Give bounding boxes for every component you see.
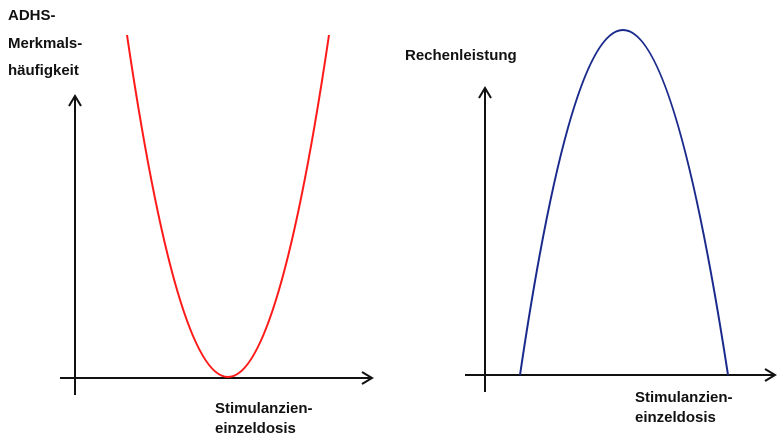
curve xyxy=(519,29,729,376)
y-label: Rechenleistung xyxy=(405,47,517,64)
x-label: einzeldosis xyxy=(215,420,296,435)
y-label: ADHS- xyxy=(8,7,56,24)
y-arrow xyxy=(68,94,82,107)
x-label: Stimulanzien- xyxy=(215,400,313,417)
right-panel: Rechenleistung Stimulanzien- einzeldosis xyxy=(405,29,777,426)
x-label: Stimulanzien- xyxy=(635,389,733,406)
x-arrow xyxy=(764,368,777,382)
y-label: häufigkeit xyxy=(8,62,79,79)
x-arrow xyxy=(361,371,374,385)
x-label: einzeldosis xyxy=(635,409,716,426)
y-arrow xyxy=(478,86,492,99)
y-label: Merkmals- xyxy=(8,35,82,52)
curve xyxy=(126,34,330,379)
left-panel: ADHS- Merkmals- häufigkeit Stimulanzien-… xyxy=(8,7,374,435)
